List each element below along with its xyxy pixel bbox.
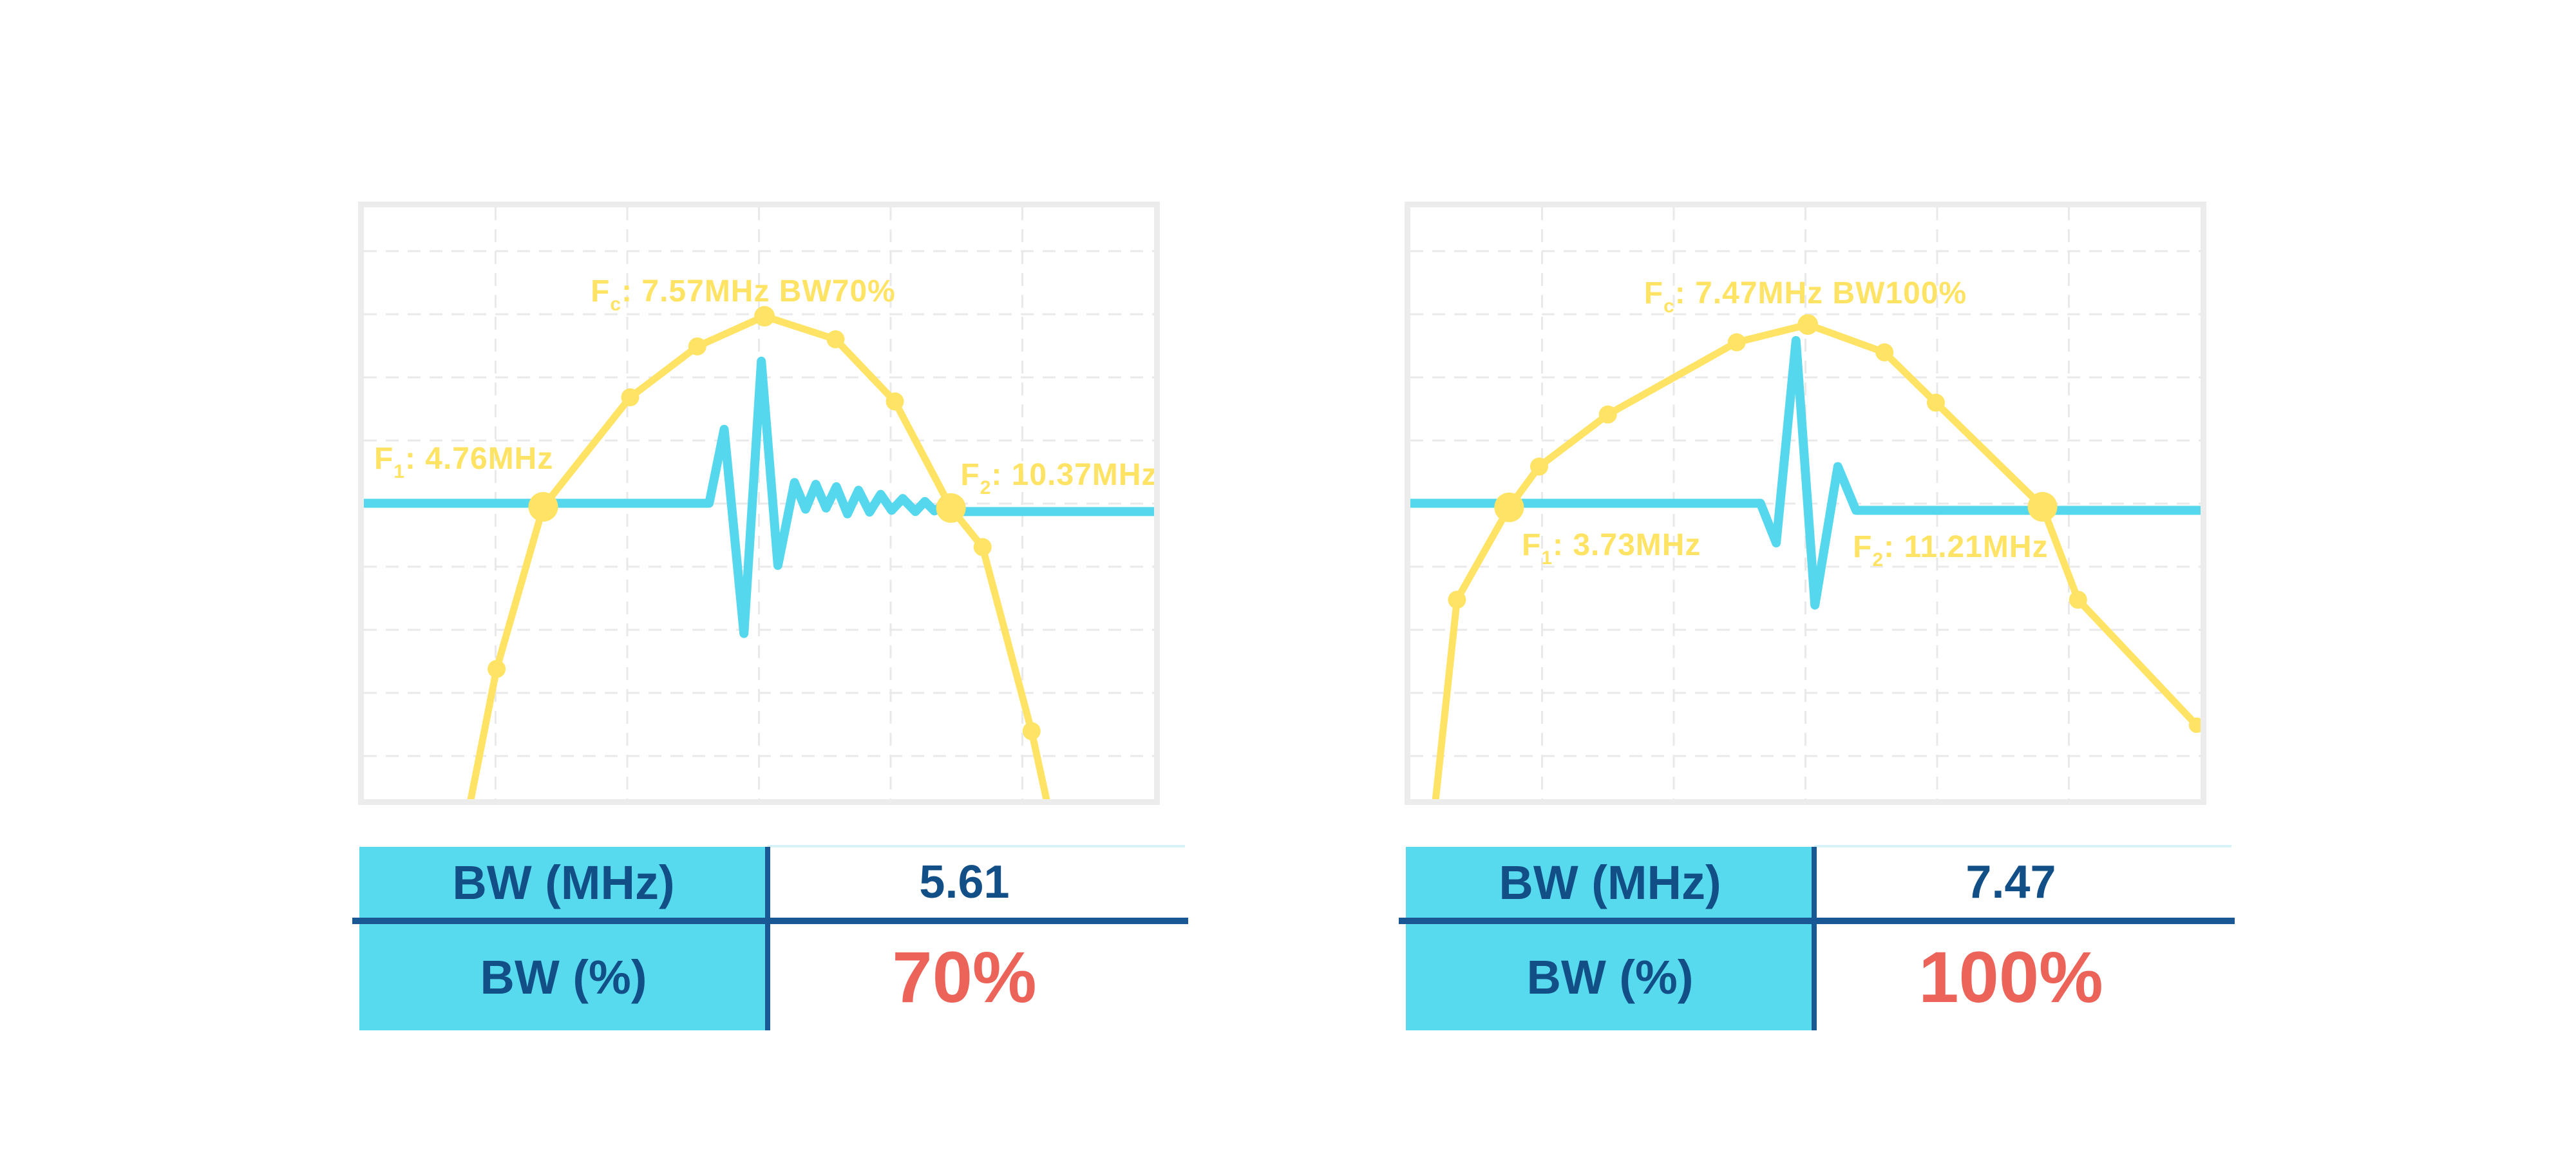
table-column-divider: [1812, 847, 1817, 1030]
center-frequency-label: Fc: 7.47MHz BW100%: [1643, 276, 1967, 316]
f2-value-text: : 10.37MHz: [991, 458, 1158, 493]
bw-mhz-value: 7.47: [1965, 856, 2056, 908]
bw-mhz-value: 5.61: [919, 856, 1010, 908]
f2-value-text: : 11.21MHz: [1884, 529, 2049, 564]
upper-frequency-label: F2: 10.37MHz: [960, 457, 1158, 498]
f2-symbol: F: [960, 458, 980, 493]
bw-mhz-header-cell: BW (MHz): [359, 847, 768, 918]
center-frequency-label: Fc: 7.57MHz BW70%: [591, 274, 896, 314]
fc-symbol: F: [591, 274, 611, 309]
bw-percent-header-text: BW (%): [480, 951, 647, 1004]
fc-symbol: F: [1643, 276, 1664, 311]
bandwidth-chart-panel-right: Fc: 7.47MHz BW100% F1: 3.73MHz F2: 11.21…: [1405, 202, 2206, 805]
bandwidth-table-right: BW (MHz) 7.47 BW (%) 100%: [1399, 845, 2235, 1030]
table-column-divider: [765, 847, 770, 1030]
bw-percent-value-cell: 100%: [1814, 924, 2208, 1030]
bw-percent-header-text: BW (%): [1526, 951, 1694, 1004]
lower-frequency-label: F1: 3.73MHz: [1522, 527, 1701, 568]
bw-mhz-value-cell: 5.61: [768, 847, 1161, 918]
table-row-divider: [352, 918, 1188, 924]
table-row-divider: [1399, 918, 2235, 924]
bw-mhz-value-cell: 7.47: [1814, 847, 2208, 918]
fc-value-text: : 7.47MHz BW100%: [1674, 276, 1967, 311]
f1-value-text: : 4.76MHz: [404, 441, 554, 476]
upper-frequency-label: F2: 11.21MHz: [1853, 529, 2049, 570]
fc-subscript: c: [610, 294, 622, 316]
f2-subscript: 2: [980, 477, 992, 499]
bw-mhz-header-text: BW (MHz): [452, 855, 675, 909]
fc-subscript: c: [1663, 296, 1675, 317]
f1-symbol: F: [374, 441, 394, 476]
f2-symbol: F: [1853, 529, 1873, 564]
bw-percent-header-cell: BW (%): [1406, 924, 1814, 1030]
f1-value-text: : 3.73MHz: [1553, 527, 1701, 562]
fc-value-text: : 7.57MHz BW70%: [621, 274, 896, 309]
lower-frequency-label: F1: 4.76MHz: [374, 441, 554, 482]
f1-symbol: F: [1522, 527, 1542, 562]
bw-percent-value-cell: 70%: [768, 924, 1161, 1030]
bw-mhz-header-cell: BW (MHz): [1406, 847, 1814, 918]
bandwidth-table-left: BW (MHz) 5.61 BW (%) 70%: [352, 845, 1188, 1030]
bw-percent-header-cell: BW (%): [359, 924, 768, 1030]
spectrum-waveform-canvas: [1410, 207, 2201, 799]
f1-subscript: 1: [393, 460, 405, 482]
spectrum-waveform-canvas: [364, 207, 1154, 799]
table-top-border: [768, 845, 1185, 847]
f1-subscript: 1: [1541, 547, 1553, 569]
bandwidth-chart-panel-left: Fc: 7.57MHz BW70% F1: 4.76MHz F2: 10.37M…: [358, 202, 1160, 805]
bw-mhz-header-text: BW (MHz): [1499, 855, 1721, 909]
bw-percent-value: 70%: [892, 937, 1037, 1017]
bw-percent-value: 100%: [1918, 937, 2103, 1017]
f2-subscript: 2: [1872, 549, 1884, 571]
table-top-border: [1814, 845, 2231, 847]
